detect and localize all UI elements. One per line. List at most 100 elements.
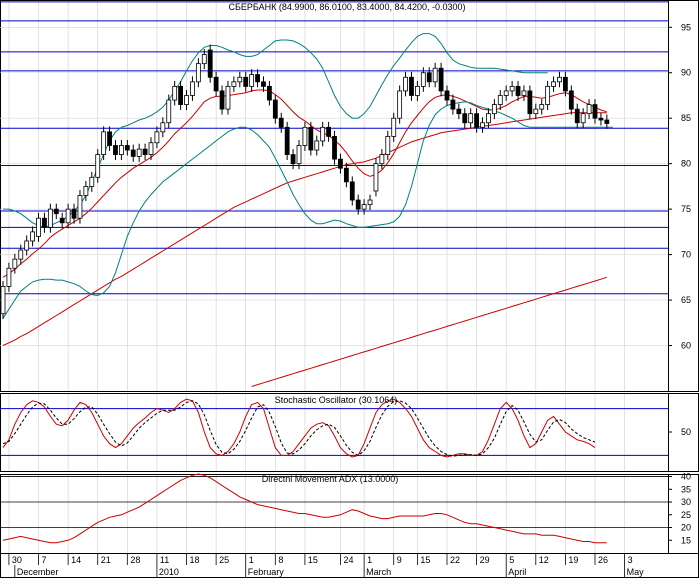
candle [539, 99, 545, 115]
candle-body [284, 126, 290, 155]
candle-body [367, 199, 373, 205]
candle [320, 121, 326, 147]
x-tick-label: 15 [420, 555, 430, 565]
candle [178, 80, 184, 111]
candle-body [385, 135, 391, 155]
candle [101, 126, 107, 161]
candle-body [113, 145, 118, 155]
candle-body [545, 85, 551, 105]
candle [456, 103, 462, 120]
candle [47, 203, 53, 233]
candle [278, 112, 284, 133]
price-tick-label: 70 [681, 250, 691, 260]
candle [207, 44, 213, 83]
candle-body [249, 74, 255, 87]
candle [24, 235, 30, 256]
candle [397, 85, 403, 124]
candle [6, 262, 12, 292]
candle [130, 144, 136, 162]
candle-body [101, 131, 107, 155]
candle [201, 49, 207, 70]
candle [438, 62, 444, 97]
candle-body [420, 72, 426, 87]
price-tick-label: 95 [681, 22, 691, 32]
price-panel-title: СБЕРБАНК (84.9900, 86.0100, 83.4000, 84.… [228, 2, 465, 12]
candle [509, 80, 515, 97]
candle [71, 203, 77, 224]
candle-body [308, 126, 314, 151]
candle [480, 117, 485, 133]
candle-body [320, 126, 326, 142]
candle-body [586, 104, 592, 115]
candle [468, 108, 474, 129]
candle [59, 212, 65, 229]
candle [12, 253, 18, 274]
candle [474, 108, 480, 133]
candle-body [172, 85, 178, 101]
candle [225, 80, 231, 115]
candle-body [533, 108, 539, 115]
candle-body [166, 99, 172, 124]
candle-body [480, 122, 485, 128]
candle-body [266, 85, 272, 101]
x-tick-label: 1 [367, 555, 372, 565]
x-axis: 30 7 14 21 28 11 18 25 1 8 15 24 1 9 15 22 29 5 12 19 26 3Dec… [0, 553, 699, 578]
candle [42, 212, 47, 233]
x-tick-label: 7 [42, 555, 47, 565]
candle-body [237, 76, 243, 83]
x-tick-label: 30 [12, 555, 22, 565]
candle [272, 94, 278, 124]
candle [598, 112, 604, 126]
candle-body [119, 145, 124, 155]
stochastic-pct-K-line [2, 398, 596, 458]
candle [107, 126, 112, 151]
candle-body [24, 240, 30, 251]
candle-body [314, 140, 320, 151]
stochastic-tick-label: 50 [681, 427, 691, 437]
candle-body [71, 208, 77, 219]
candle-body [18, 249, 24, 260]
candle [391, 112, 397, 142]
price-frame [0, 0, 699, 392]
candle-body [456, 108, 462, 115]
x-tick-label: 9 [397, 555, 402, 565]
candle [154, 126, 160, 149]
candle-body [444, 90, 450, 101]
x-tick-label: 15 [308, 555, 318, 565]
x-tick-label: 8 [278, 555, 283, 565]
candle-body [124, 145, 130, 151]
adx-tick-label: 40 [681, 472, 691, 482]
candle-body [184, 95, 189, 105]
x-tick-label: 19 [568, 555, 578, 565]
candle [338, 153, 343, 174]
candle [296, 140, 302, 170]
candle-body [403, 76, 408, 92]
candle-body [521, 90, 527, 96]
candle-body [604, 119, 610, 124]
candle [172, 80, 178, 106]
candle [592, 99, 598, 124]
candle [261, 76, 266, 92]
candle-body [30, 231, 36, 242]
candle-body [53, 208, 59, 215]
candle-body [136, 148, 142, 157]
x-tick-label: 28 [130, 555, 140, 565]
candle-body [592, 104, 598, 119]
price-tick-label: 90 [681, 68, 691, 78]
x-month-label: May [627, 567, 645, 577]
candle-body [278, 117, 284, 128]
candle [568, 85, 574, 115]
candle [355, 194, 361, 215]
candle [83, 180, 89, 201]
candle-body [563, 76, 568, 92]
candle [30, 226, 36, 247]
candle [290, 149, 296, 170]
candle-body [468, 113, 474, 124]
candle-body [77, 195, 83, 219]
adx-ADX-line [2, 473, 607, 544]
candle-body [154, 131, 160, 144]
candle-body [574, 108, 580, 124]
candle [580, 108, 586, 129]
candle [533, 103, 539, 120]
